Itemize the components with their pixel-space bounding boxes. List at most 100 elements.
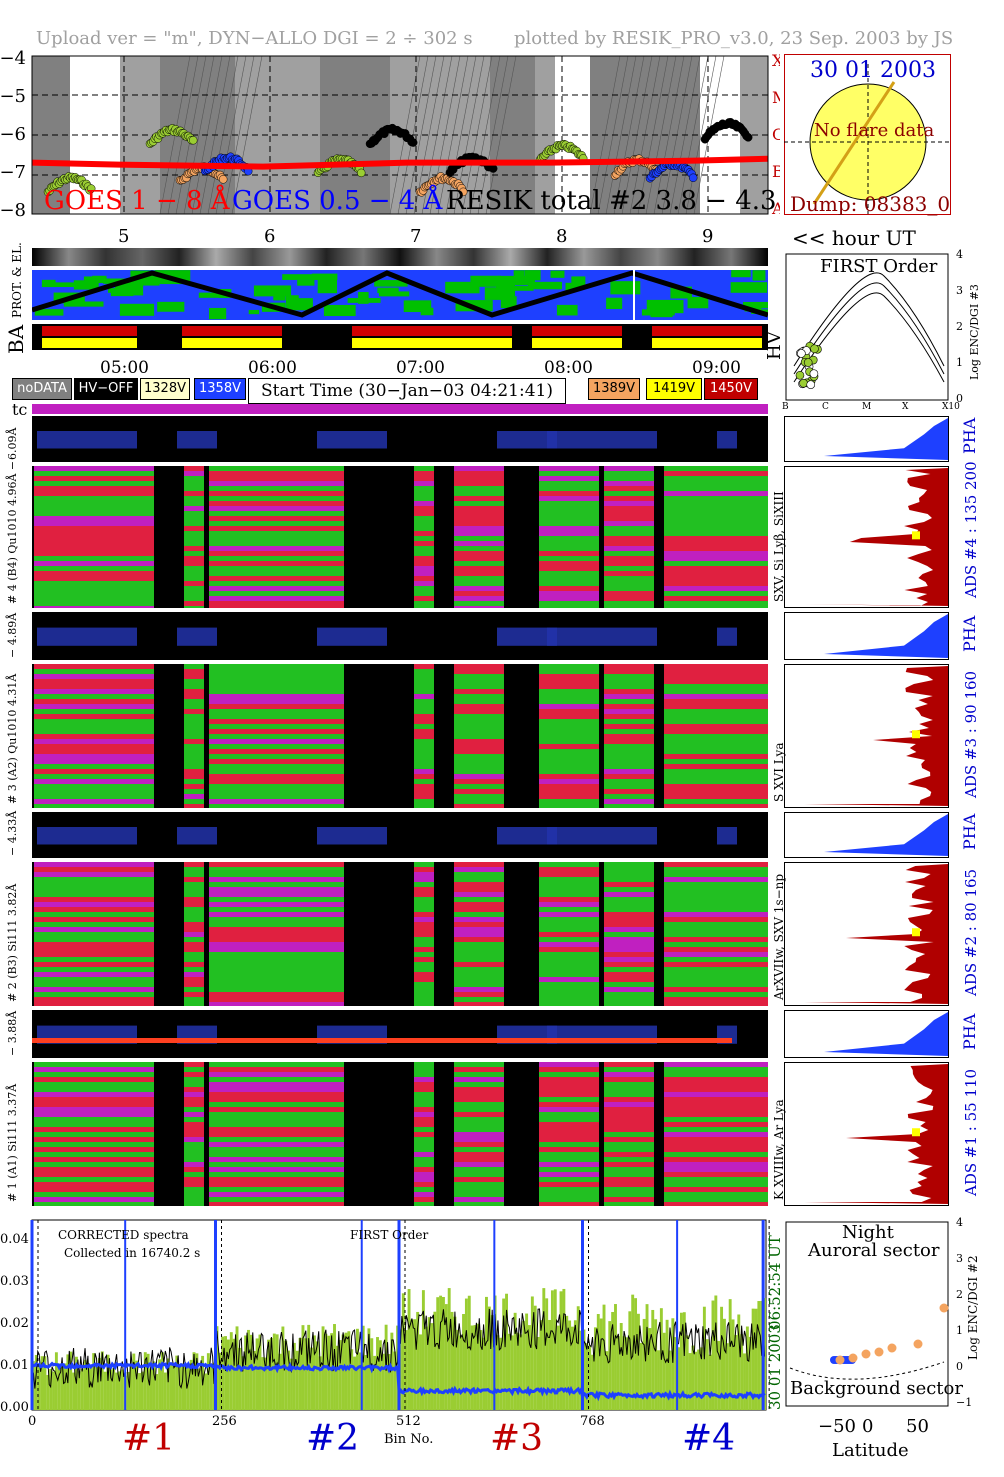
spectrogram-row (209, 972, 344, 977)
spectrogram-row (454, 1002, 504, 1006)
spectrum-bar (347, 1331, 351, 1410)
lat-ytick: 3 (956, 1252, 963, 1265)
fo-ytick: 2 (956, 320, 963, 333)
spectrogram-row (664, 1192, 768, 1197)
spectrogram-row (184, 1202, 204, 1206)
spectrogram-row (664, 724, 768, 729)
spectrogram-row (414, 1072, 434, 1077)
spectrogram-row (539, 734, 599, 739)
spectrogram-row (34, 551, 154, 556)
spectrogram-row (414, 506, 434, 511)
spectrogram-row (664, 536, 768, 541)
channel-label: # 4 (B4) Qu1010 4.96Å − (6, 460, 19, 604)
spectrogram-row (664, 1067, 768, 1072)
goes-class-label: X (772, 51, 780, 70)
spectrogram-row (664, 987, 768, 992)
lat-ytick: 2 (956, 1288, 963, 1301)
spectrogram-row (184, 769, 204, 774)
spectrum-bar (381, 1353, 385, 1410)
legend-item: 1358V (194, 378, 246, 400)
goes-hatch (653, 55, 685, 215)
spectrogram-row (604, 794, 654, 799)
spectrogram-row (414, 1182, 434, 1187)
spectrum-bar (100, 1351, 104, 1410)
spectrogram-row (34, 1142, 154, 1147)
spectrogram-row (664, 1182, 768, 1187)
spectrum-bar (149, 1368, 153, 1410)
spectrum-bar (315, 1341, 319, 1410)
spectrogram-row (539, 581, 599, 586)
spectrogram-row (209, 784, 344, 789)
spectrogram-row (209, 1077, 344, 1082)
spectrogram-row (539, 1117, 599, 1122)
time-tick: 05:00 (100, 358, 149, 378)
spectrogram-row (454, 754, 504, 759)
spectrogram-row (414, 581, 434, 586)
spectrogram-row (454, 714, 504, 719)
spectrogram-row (209, 466, 344, 471)
spectrogram-row (604, 1112, 654, 1117)
spectrogram-row (539, 699, 599, 704)
spectrogram-row (184, 789, 204, 794)
spectrogram-row (209, 516, 344, 521)
spectrogram-row (664, 684, 768, 689)
spectrum-bar (479, 1330, 483, 1410)
spectrogram-row (664, 471, 768, 476)
spectrogram-row (664, 1147, 768, 1152)
spectrum-bar (192, 1352, 196, 1410)
spectrogram-row (209, 1132, 344, 1137)
spectrogram-row (209, 927, 344, 932)
spectrogram-row (184, 1092, 204, 1097)
spectrum-bar (34, 1355, 38, 1410)
spectrum-bar (740, 1334, 744, 1410)
spectrogram-row (664, 596, 768, 601)
spectrum-date: 30 01 2003 (766, 1324, 784, 1410)
spectrogram-row (184, 1177, 204, 1182)
pha-range-label: − 4.89Å (6, 612, 19, 658)
spectrum-bar (639, 1342, 643, 1410)
spectrogram-row (604, 957, 654, 962)
orbit-patch (358, 291, 369, 304)
spectrum-bar (295, 1350, 299, 1410)
spectrogram-row (454, 977, 504, 982)
spectrogram-row (209, 1082, 344, 1087)
spectrogram-row (34, 689, 154, 694)
spectrogram-row (209, 992, 344, 997)
spectrum-bar (585, 1343, 589, 1410)
pha-label: PHA (960, 615, 979, 652)
spectrogram-row (34, 606, 154, 608)
spectrogram-row (539, 546, 599, 551)
spectrogram-row (34, 694, 154, 699)
ads-histogram (784, 862, 949, 1006)
spectrogram-row (664, 719, 768, 724)
pha-label: PHA (960, 813, 979, 850)
spectrogram-row (604, 789, 654, 794)
spectrogram-row (184, 1072, 204, 1077)
spectrogram-row (454, 586, 504, 591)
spectrogram-row (209, 1137, 344, 1142)
spectrogram-row (414, 1132, 434, 1137)
spectrogram-row (539, 586, 599, 591)
spectrum-bar (132, 1353, 136, 1410)
spectrogram-panel (32, 1062, 768, 1206)
spectrogram-row (209, 606, 344, 608)
spectrogram-row (604, 521, 654, 526)
spectrogram-row (454, 491, 504, 496)
spectrum-bar (519, 1334, 523, 1410)
pha-band (717, 627, 737, 646)
legend-item: 1328V (140, 378, 190, 400)
spectrogram-row (184, 551, 204, 556)
goes054-label: GOES 0.5 − 4 Å (232, 186, 443, 216)
spectrogram-row (664, 872, 768, 877)
spectrogram-row (539, 576, 599, 581)
spectrum-bar (657, 1350, 660, 1410)
ads-marker (912, 928, 920, 937)
spectrum-bar (77, 1371, 81, 1410)
orbit-patch (34, 309, 64, 316)
spectrogram-row (604, 947, 654, 952)
spectrogram-row (414, 1112, 434, 1117)
lat-xtick: 50 (906, 1416, 929, 1437)
latitude-chart (785, 1221, 949, 1407)
spectrogram-row (539, 669, 599, 674)
spectrogram-row (184, 877, 204, 882)
